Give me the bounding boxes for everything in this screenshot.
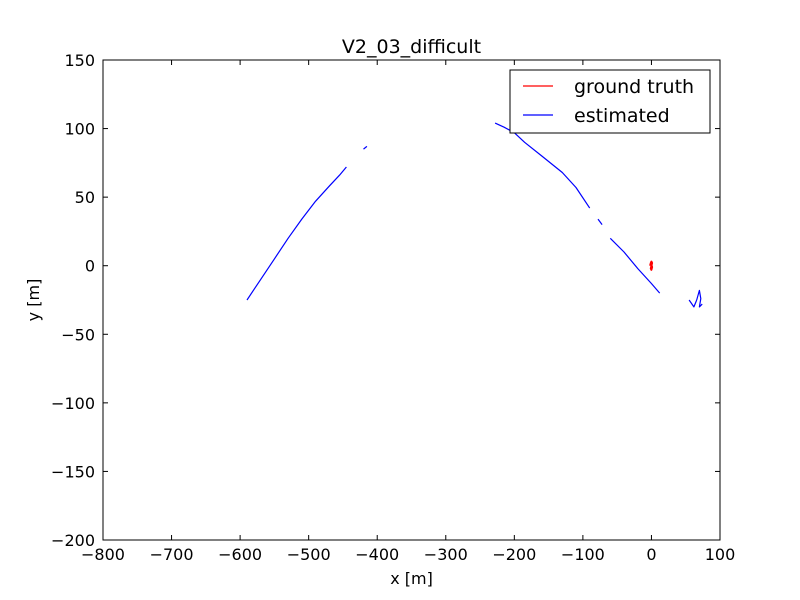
x-tick-label: 0 [646,545,656,564]
ticks-layer: −800 −700 −600 −500 −400 −300 −200 −100 0 100−200… [51,51,735,564]
y-tick-label: −150 [51,462,95,481]
series-line-estimated [688,299,698,308]
series-line-estimated [609,237,661,294]
legend-label-estimated: estimated [574,105,670,127]
chart-title: V2_03_difficult [342,36,481,58]
y-tick-label: 100 [64,120,95,139]
series-line-estimated [597,218,603,225]
x-tick-label: −200 [492,545,536,564]
x-tick-label: 100 [705,545,736,564]
x-tick-label: −800 [81,545,125,564]
x-tick-label: −100 [561,545,605,564]
series-line-estimated [696,289,703,308]
series-line-estimated [494,122,591,209]
x-tick-label: −600 [218,545,262,564]
y-tick-label: 150 [64,51,95,70]
plot-area [103,60,720,540]
x-tick-label: −700 [150,545,194,564]
legend-label-ground-truth: ground truth [574,76,694,98]
y-tick-label: −50 [61,325,95,344]
legend-box [509,69,711,134]
x-axis-label: x [m] [390,569,433,588]
plot-frame [102,59,721,541]
y-tick-label: −200 [51,531,95,550]
x-tick-label: −400 [355,545,399,564]
y-tick-label: 50 [75,188,95,207]
series-line-estimated [246,166,347,301]
series-layer [246,122,703,308]
x-tick-label: −300 [424,545,468,564]
x-tick-label: −500 [287,545,331,564]
series-line-estimated [363,145,368,150]
y-tick-label: 0 [85,257,95,276]
y-axis-label: y [m] [24,279,43,322]
y-tick-label: −100 [51,394,95,413]
legend: ground truth estimated [509,69,711,134]
series-line-ground-truth [649,260,654,271]
